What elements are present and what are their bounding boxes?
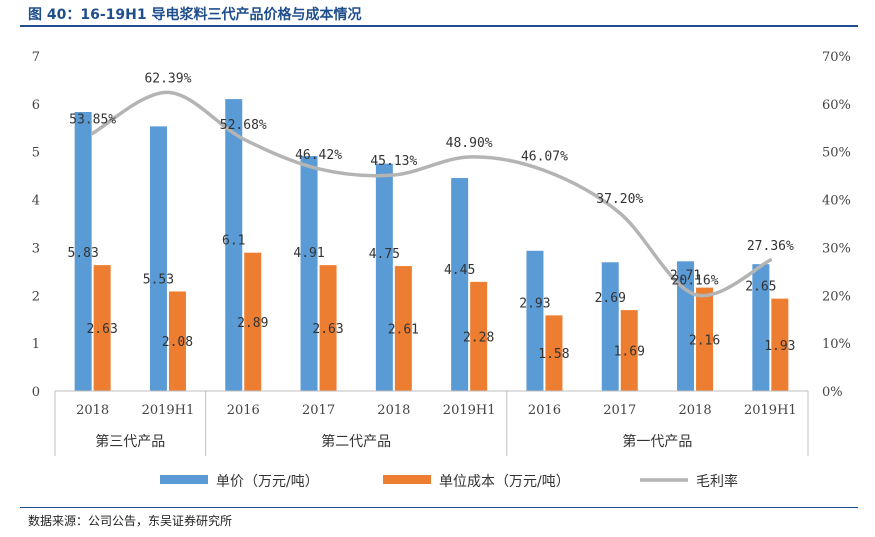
cost-data-label: 2.08 [162, 335, 193, 350]
x-tick-label: 2018 [76, 403, 109, 418]
x-tick-label: 2018 [679, 403, 712, 418]
price-bar [225, 99, 243, 392]
price-data-label: 4.75 [369, 247, 400, 262]
legend-swatch [383, 475, 431, 484]
price-data-label: 5.83 [67, 246, 98, 261]
x-tick-label: 2019H1 [142, 403, 195, 418]
group-label: 第三代产品 [95, 433, 165, 450]
group-label: 第一代产品 [622, 433, 692, 450]
title-divider [20, 25, 858, 27]
cost-bar [470, 281, 488, 391]
cost-bar [93, 265, 111, 391]
x-tick-label: 2017 [603, 403, 636, 418]
cost-bar [696, 287, 714, 391]
cost-bar [168, 291, 186, 391]
price-data-label: 2.69 [595, 291, 626, 306]
y2-tick-label: 70% [822, 50, 851, 65]
chart-title: 图 40：16-19H1 导电浆料三代产品价格与成本情况 [28, 7, 362, 23]
margin-data-label: 37.20% [596, 192, 643, 207]
margin-data-label: 45.13% [370, 154, 417, 169]
legend-label: 单位成本（万元/吨） [439, 474, 570, 490]
price-bar [149, 126, 167, 391]
y-tick-label: 1 [32, 337, 40, 352]
cost-data-label: 2.63 [312, 322, 343, 337]
price-bar [300, 156, 318, 391]
cost-bar [394, 266, 412, 391]
y-tick-label: 5 [32, 146, 40, 161]
y2-tick-label: 50% [822, 146, 851, 161]
cost-data-label: 2.61 [388, 323, 419, 338]
price-data-label: 2.93 [519, 296, 550, 311]
y-tick-label: 2 [32, 289, 40, 304]
y2-tick-label: 30% [822, 241, 851, 256]
x-tick-label: 2019H1 [443, 403, 496, 418]
x-tick-label: 2018 [377, 403, 410, 418]
y2-tick-label: 60% [822, 98, 851, 113]
x-tick-label: 2016 [528, 403, 561, 418]
y-tick-label: 4 [32, 194, 40, 209]
cost-bar [620, 310, 638, 391]
y-tick-label: 0 [32, 385, 40, 400]
cost-bar [244, 252, 262, 391]
cost-bar [319, 265, 337, 391]
cost-bar [545, 315, 563, 391]
y-tick-label: 7 [32, 50, 40, 65]
cost-data-label: 2.63 [86, 322, 117, 337]
y-tick-label: 6 [32, 98, 40, 113]
price-data-label: 6.1 [222, 234, 245, 249]
price-bar [375, 163, 393, 391]
x-tick-label: 2019H1 [744, 403, 797, 418]
legend-label: 毛利率 [696, 473, 738, 490]
y2-tick-label: 0% [822, 385, 843, 400]
price-data-label: 5.53 [143, 272, 174, 287]
cost-data-label: 1.93 [764, 339, 795, 354]
y2-tick-label: 20% [822, 289, 851, 304]
margin-data-label: 48.90% [446, 136, 493, 151]
y2-tick-label: 10% [822, 337, 851, 352]
source-note: 数据来源：公司公告，东吴证券研究所 [28, 514, 233, 528]
group-label: 第二代产品 [321, 433, 391, 450]
price-bar [74, 111, 92, 391]
price-data-label: 4.91 [293, 246, 324, 261]
legend-label: 单价（万元/吨） [216, 474, 319, 490]
cost-data-label: 2.89 [237, 316, 268, 331]
cost-data-label: 2.16 [689, 333, 720, 348]
margin-data-label: 62.39% [144, 71, 191, 86]
x-tick-label: 2017 [302, 403, 335, 418]
margin-data-label: 52.68% [220, 118, 267, 133]
price-bar [752, 264, 770, 391]
price-bar [526, 250, 544, 391]
price-data-label: 2.65 [745, 280, 776, 295]
source-divider [20, 507, 858, 508]
cost-data-label: 2.28 [463, 330, 494, 345]
y2-tick-label: 40% [822, 194, 851, 209]
price-data-label: 2.71 [670, 269, 701, 284]
price-bar [601, 262, 619, 391]
margin-data-label: 46.42% [295, 148, 342, 163]
margin-data-label: 20.16% [672, 274, 719, 289]
price-bar [451, 178, 469, 391]
x-tick-label: 2016 [227, 403, 260, 418]
cost-data-label: 1.58 [538, 347, 569, 362]
margin-line [90, 90, 773, 298]
cost-data-label: 1.69 [614, 345, 645, 360]
legend-swatch [160, 475, 208, 484]
y-tick-label: 3 [32, 241, 40, 256]
price-data-label: 4.45 [444, 263, 475, 278]
margin-data-label: 53.85% [69, 112, 116, 127]
margin-data-label: 46.07% [521, 150, 568, 165]
cost-bar [771, 298, 789, 391]
margin-data-label: 27.36% [747, 239, 794, 254]
